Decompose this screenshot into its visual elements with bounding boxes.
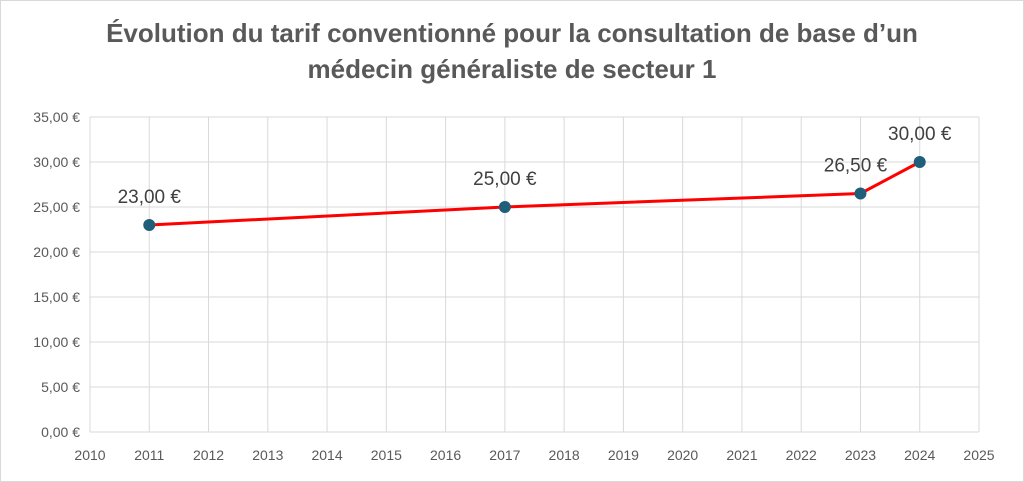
x-tick-label: 2014: [311, 447, 342, 463]
x-tick-label: 2019: [608, 447, 639, 463]
y-tick-label: 5,00 €: [41, 379, 80, 395]
x-tick-label: 2015: [371, 447, 402, 463]
x-tick-label: 2018: [549, 447, 580, 463]
chart-title-line-1: Évolution du tarif conventionné pour la …: [106, 18, 918, 48]
x-tick-label: 2010: [74, 447, 105, 463]
x-tick-label: 2022: [786, 447, 817, 463]
y-tick-label: 35,00 €: [33, 109, 80, 125]
chart-title-line-2: médecin généraliste de secteur 1: [307, 54, 717, 84]
data-label: 30,00 €: [888, 124, 952, 145]
chart-title: Évolution du tarif conventionné pour la …: [1, 15, 1023, 87]
y-tick-label: 0,00 €: [41, 424, 80, 440]
data-label: 23,00 €: [118, 187, 182, 208]
y-tick-label: 15,00 €: [33, 289, 80, 305]
y-tick-label: 25,00 €: [33, 199, 80, 215]
x-tick-label: 2013: [252, 447, 283, 463]
x-tick-label: 2020: [667, 447, 698, 463]
x-tick-label: 2024: [904, 447, 935, 463]
series-line: [149, 160, 921, 227]
data-point: [854, 187, 867, 200]
data-point: [498, 201, 511, 213]
x-tick-label: 2021: [726, 447, 757, 463]
data-label: 25,00 €: [473, 169, 537, 190]
x-tick-label: 2025: [963, 447, 994, 463]
data-point: [913, 156, 926, 168]
x-tick-label: 2016: [430, 447, 461, 463]
x-tick-label: 2017: [489, 447, 520, 463]
x-tick-label: 2011: [134, 447, 164, 463]
x-tick-label: 2012: [193, 447, 224, 463]
y-tick-label: 20,00 €: [33, 244, 80, 260]
data-label: 26,50 €: [824, 156, 888, 177]
x-tick-label: 2023: [845, 447, 876, 463]
data-point: [143, 219, 156, 231]
y-tick-label: 10,00 €: [33, 334, 80, 350]
y-tick-label: 30,00 €: [33, 154, 80, 170]
